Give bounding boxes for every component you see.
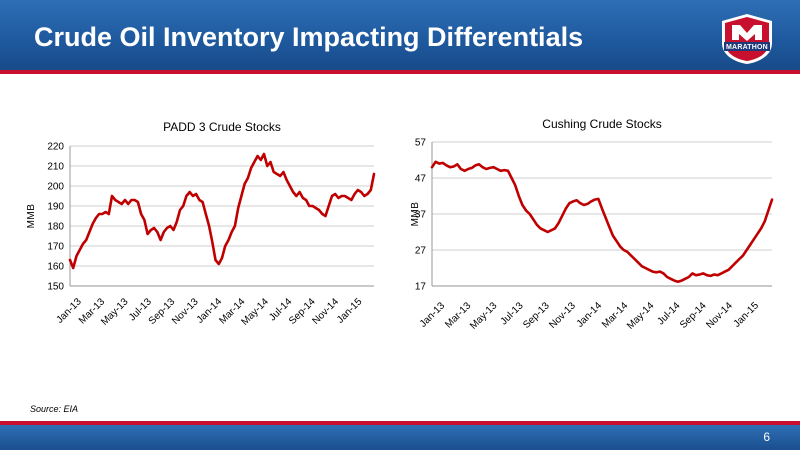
x-tick-label: Nov-13	[170, 296, 201, 327]
source-note: Source: EIA	[30, 404, 79, 414]
x-tick-label: Jan-13	[418, 300, 448, 330]
chart-title: Cushing Crude Stocks	[542, 117, 661, 131]
logo-wordmark: MARATHON	[726, 44, 768, 51]
y-tick-label: 180	[47, 222, 64, 233]
y-tick-label: 220	[47, 142, 64, 153]
y-tick-label: 150	[47, 282, 64, 293]
y-tick-label: 57	[415, 138, 427, 149]
y-tick-label: 190	[47, 202, 64, 213]
x-tick-label: May-13	[99, 296, 131, 328]
page-title: Crude Oil Inventory Impacting Differenti…	[34, 22, 584, 52]
x-tick-label: Jan-14	[575, 300, 605, 330]
series-line	[68, 152, 376, 270]
y-tick-label: 210	[47, 162, 64, 173]
y-tick-label: 37	[415, 210, 427, 221]
x-tick-label: Nov-14	[704, 300, 735, 331]
y-tick-label: 47	[415, 174, 427, 185]
x-tick-label: Nov-14	[310, 296, 341, 327]
x-tick-label: Jan-15	[335, 296, 365, 326]
y-axis-label: MMB	[26, 204, 37, 229]
chart-title: PADD 3 Crude Stocks	[163, 120, 281, 134]
y-axis-label: MMB	[410, 202, 421, 227]
y-tick-label: 200	[47, 182, 64, 193]
x-tick-label: May-14	[625, 300, 657, 332]
footer-bar	[0, 425, 800, 450]
x-tick-label: Jan-15	[732, 300, 762, 330]
x-tick-label: May-14	[240, 296, 272, 328]
y-tick-label: 17	[415, 282, 427, 293]
y-tick-label: 160	[47, 262, 64, 273]
footer-divider	[0, 421, 800, 425]
x-tick-label: Sep-14	[678, 300, 709, 331]
header-bar	[0, 0, 800, 70]
header-divider	[0, 70, 800, 74]
charts-canvas: 150160170180190200210220Jan-13Mar-13May-…	[26, 117, 774, 332]
y-tick-label: 27	[415, 246, 427, 257]
marathon-logo-icon	[722, 14, 772, 64]
page-number: 6	[763, 430, 770, 444]
x-tick-label: Sep-13	[521, 300, 552, 331]
x-tick-label: Nov-13	[547, 300, 578, 331]
y-tick-label: 170	[47, 242, 64, 253]
series-line	[430, 160, 774, 283]
x-tick-label: May-13	[468, 300, 500, 332]
